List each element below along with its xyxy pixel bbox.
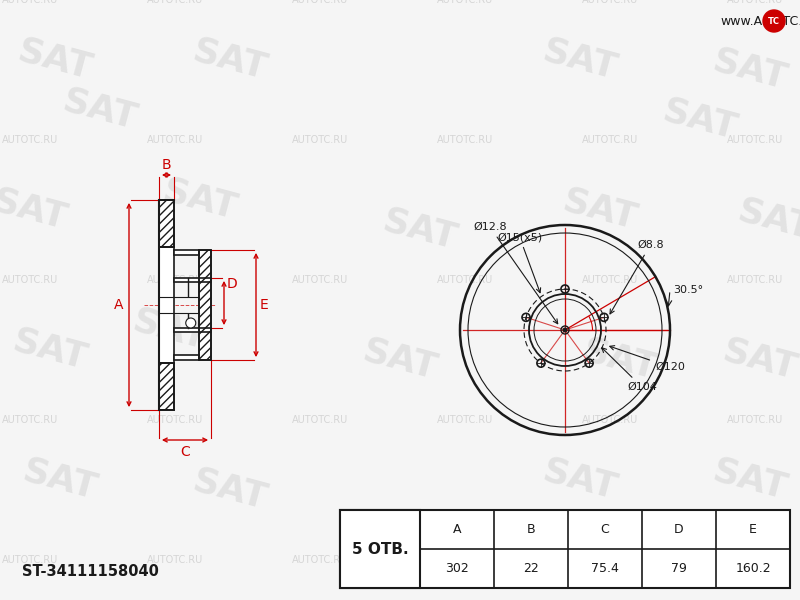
Text: 302: 302: [445, 562, 469, 575]
Text: SAT: SAT: [0, 184, 71, 236]
Text: TC: TC: [768, 16, 780, 25]
Bar: [340, 510, 790, 588]
Text: 22: 22: [523, 562, 539, 575]
Bar: [199, 250, 211, 360]
Text: AUTOTC.RU: AUTOTC.RU: [2, 135, 58, 145]
Text: ST-34111158040: ST-34111158040: [22, 565, 159, 580]
Text: SAT: SAT: [19, 454, 101, 506]
Bar: [159, 363, 174, 410]
Circle shape: [186, 318, 196, 328]
Text: AUTOTC.RU: AUTOTC.RU: [582, 0, 638, 5]
Text: B: B: [526, 523, 535, 536]
Text: AUTOTC.RU: AUTOTC.RU: [727, 135, 783, 145]
Text: 75.4: 75.4: [591, 562, 619, 575]
Text: AUTOTC.RU: AUTOTC.RU: [292, 0, 348, 5]
Bar: [159, 247, 174, 363]
Text: 5 ОТВ.: 5 ОТВ.: [352, 541, 408, 557]
Text: SAT: SAT: [189, 34, 271, 86]
Text: A: A: [114, 298, 124, 312]
Text: AUTOTC.RU: AUTOTC.RU: [582, 555, 638, 565]
Text: Ø15(x5): Ø15(x5): [497, 232, 542, 293]
Bar: [199, 250, 211, 360]
Text: SAT: SAT: [539, 34, 621, 86]
Text: 79: 79: [671, 562, 687, 575]
Text: AUTOTC.RU: AUTOTC.RU: [582, 275, 638, 285]
Text: SAT: SAT: [709, 44, 791, 96]
Text: SAT: SAT: [579, 334, 661, 386]
Text: AUTOTC.RU: AUTOTC.RU: [437, 555, 493, 565]
Bar: [174, 328, 211, 332]
Text: AUTOTC.RU: AUTOTC.RU: [292, 555, 348, 565]
Text: www.AutoTC.ru: www.AutoTC.ru: [720, 15, 800, 28]
Text: SAT: SAT: [379, 204, 461, 256]
Text: AUTOTC.RU: AUTOTC.RU: [2, 0, 58, 5]
Bar: [174, 278, 211, 282]
Text: Ø120: Ø120: [610, 346, 685, 372]
Text: SAT: SAT: [359, 334, 441, 386]
Text: AUTOTC.RU: AUTOTC.RU: [437, 135, 493, 145]
Text: SAT: SAT: [59, 84, 141, 136]
Text: A: A: [453, 523, 462, 536]
Text: AUTOTC.RU: AUTOTC.RU: [727, 555, 783, 565]
Bar: [159, 363, 174, 410]
Bar: [159, 200, 174, 247]
Text: AUTOTC.RU: AUTOTC.RU: [582, 415, 638, 425]
Text: E: E: [260, 298, 269, 312]
Text: C: C: [601, 523, 610, 536]
Circle shape: [763, 10, 785, 32]
Bar: [340, 510, 420, 588]
Circle shape: [562, 328, 567, 332]
Text: AUTOTC.RU: AUTOTC.RU: [147, 275, 203, 285]
Bar: [174, 355, 199, 360]
Text: D: D: [227, 277, 238, 290]
Text: SAT: SAT: [559, 184, 641, 236]
Text: SAT: SAT: [129, 304, 211, 356]
Text: Ø12.8: Ø12.8: [473, 222, 558, 324]
Text: C: C: [180, 445, 190, 459]
Bar: [174, 250, 199, 255]
Text: SAT: SAT: [709, 454, 791, 506]
Text: AUTOTC.RU: AUTOTC.RU: [292, 415, 348, 425]
Text: SAT: SAT: [539, 454, 621, 506]
Bar: [159, 200, 174, 247]
Text: AUTOTC.RU: AUTOTC.RU: [727, 415, 783, 425]
Text: 160.2: 160.2: [735, 562, 771, 575]
Text: SAT: SAT: [719, 334, 800, 386]
Bar: [199, 250, 211, 360]
Text: SAT: SAT: [734, 194, 800, 246]
Text: AUTOTC.RU: AUTOTC.RU: [727, 275, 783, 285]
Text: AUTOTC.RU: AUTOTC.RU: [437, 275, 493, 285]
Text: SAT: SAT: [9, 324, 91, 376]
Text: AUTOTC.RU: AUTOTC.RU: [2, 275, 58, 285]
Text: 30.5°: 30.5°: [673, 285, 703, 295]
Text: AUTOTC.RU: AUTOTC.RU: [2, 415, 58, 425]
Text: B: B: [162, 158, 171, 172]
Text: SAT: SAT: [14, 34, 96, 86]
Text: AUTOTC.RU: AUTOTC.RU: [437, 415, 493, 425]
Text: AUTOTC.RU: AUTOTC.RU: [437, 0, 493, 5]
Text: AUTOTC.RU: AUTOTC.RU: [292, 275, 348, 285]
Bar: [159, 200, 174, 247]
Text: AUTOTC.RU: AUTOTC.RU: [147, 0, 203, 5]
Text: D: D: [674, 523, 684, 536]
Text: AUTOTC.RU: AUTOTC.RU: [147, 415, 203, 425]
Text: Ø8.8: Ø8.8: [610, 240, 664, 314]
Text: AUTOTC.RU: AUTOTC.RU: [582, 135, 638, 145]
Bar: [159, 363, 174, 410]
Text: AUTOTC.RU: AUTOTC.RU: [292, 135, 348, 145]
Text: SAT: SAT: [189, 464, 271, 516]
Text: Ø104: Ø104: [602, 348, 657, 392]
Text: AUTOTC.RU: AUTOTC.RU: [147, 555, 203, 565]
Text: AUTOTC.RU: AUTOTC.RU: [727, 0, 783, 5]
Text: E: E: [749, 523, 757, 536]
Text: SAT: SAT: [659, 94, 741, 146]
Text: AUTOTC.RU: AUTOTC.RU: [147, 135, 203, 145]
Text: SAT: SAT: [159, 174, 241, 226]
Text: AUTOTC.RU: AUTOTC.RU: [2, 555, 58, 565]
